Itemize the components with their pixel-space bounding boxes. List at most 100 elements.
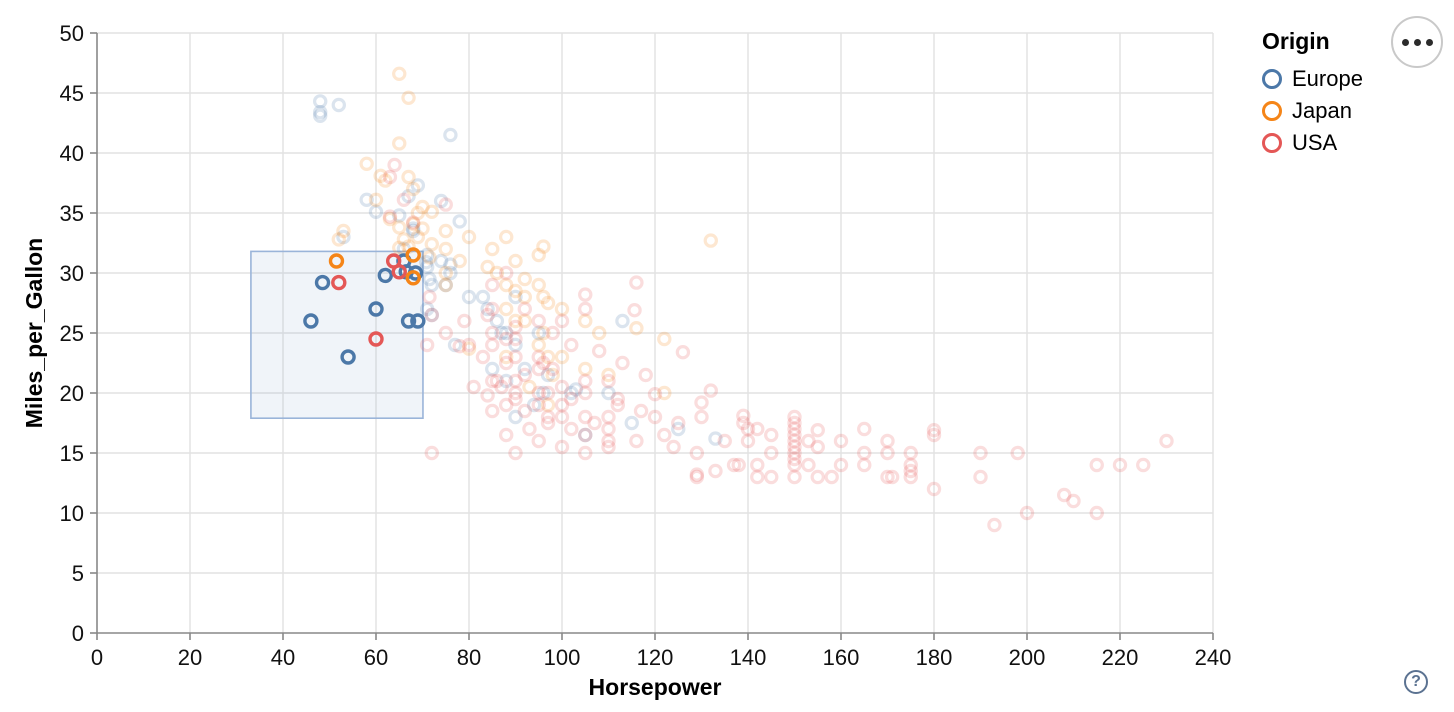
point-japan[interactable]	[336, 223, 351, 239]
point-usa[interactable]	[689, 469, 705, 485]
point-europe[interactable]	[419, 247, 435, 263]
point-europe[interactable]	[624, 415, 639, 431]
point-europe[interactable]	[424, 277, 439, 293]
point-usa[interactable]	[499, 397, 514, 413]
point-europe[interactable]	[499, 325, 514, 341]
point-usa[interactable]	[601, 409, 616, 425]
selected-point-europe[interactable]	[410, 313, 426, 329]
point-japan[interactable]	[508, 283, 523, 299]
selected-point-usa[interactable]	[368, 331, 384, 347]
point-japan[interactable]	[415, 221, 430, 236]
point-japan[interactable]	[554, 349, 570, 365]
point-usa[interactable]	[601, 433, 616, 449]
selected-point-japan[interactable]	[328, 253, 345, 269]
selected-point-usa[interactable]	[331, 274, 347, 291]
point-usa[interactable]	[485, 277, 500, 293]
point-usa[interactable]	[1066, 493, 1081, 509]
point-europe[interactable]	[359, 192, 374, 207]
point-japan[interactable]	[531, 277, 546, 293]
point-usa[interactable]	[508, 385, 523, 401]
point-usa[interactable]	[987, 517, 1002, 533]
point-usa[interactable]	[810, 439, 825, 455]
point-usa[interactable]	[1159, 433, 1174, 449]
point-usa[interactable]	[638, 367, 653, 383]
point-usa[interactable]	[536, 355, 551, 371]
point-usa[interactable]	[508, 331, 523, 347]
point-japan[interactable]	[499, 229, 514, 245]
point-europe[interactable]	[708, 431, 723, 446]
point-japan[interactable]	[545, 367, 560, 383]
point-japan[interactable]	[601, 367, 616, 383]
point-usa[interactable]	[592, 343, 607, 359]
point-usa[interactable]	[499, 355, 514, 371]
point-usa[interactable]	[750, 421, 765, 437]
point-usa[interactable]	[787, 427, 802, 443]
point-usa[interactable]	[857, 457, 872, 473]
point-usa[interactable]	[485, 373, 500, 389]
point-europe[interactable]	[480, 301, 495, 317]
point-usa[interactable]	[485, 337, 500, 353]
point-usa[interactable]	[517, 403, 533, 419]
selected-point-europe[interactable]	[368, 301, 384, 317]
point-japan[interactable]	[499, 301, 514, 317]
point-usa[interactable]	[689, 445, 705, 461]
point-europe[interactable]	[406, 223, 421, 239]
point-usa[interactable]	[419, 337, 435, 353]
point-europe[interactable]	[443, 257, 458, 272]
point-usa[interactable]	[717, 433, 732, 449]
selected-point-europe[interactable]	[303, 313, 319, 329]
point-usa[interactable]	[499, 427, 514, 443]
point-usa[interactable]	[787, 415, 802, 431]
point-usa[interactable]	[787, 409, 802, 425]
point-usa[interactable]	[633, 403, 649, 419]
point-usa[interactable]	[508, 349, 523, 365]
point-usa[interactable]	[457, 313, 472, 329]
point-usa[interactable]	[694, 395, 709, 410]
point-europe[interactable]	[419, 259, 435, 275]
point-europe[interactable]	[368, 204, 384, 219]
point-usa[interactable]	[554, 439, 570, 455]
point-usa[interactable]	[554, 379, 570, 395]
point-usa[interactable]	[461, 337, 477, 353]
point-europe[interactable]	[443, 265, 458, 281]
point-usa[interactable]	[531, 433, 546, 449]
point-europe[interactable]	[485, 361, 500, 377]
point-usa[interactable]	[615, 355, 630, 371]
point-usa[interactable]	[540, 385, 556, 401]
point-usa[interactable]	[424, 445, 439, 461]
point-usa[interactable]	[531, 361, 546, 377]
point-usa[interactable]	[764, 445, 779, 461]
point-usa[interactable]	[857, 421, 872, 437]
point-usa[interactable]	[610, 391, 626, 407]
point-europe[interactable]	[443, 127, 458, 143]
point-japan[interactable]	[508, 313, 523, 329]
point-usa[interactable]	[973, 445, 988, 461]
point-usa[interactable]	[578, 445, 593, 461]
point-usa[interactable]	[787, 469, 802, 485]
point-usa[interactable]	[787, 457, 802, 473]
point-usa[interactable]	[880, 433, 895, 449]
point-japan[interactable]	[438, 277, 453, 293]
point-europe[interactable]	[452, 214, 467, 229]
point-europe[interactable]	[508, 289, 523, 305]
point-usa[interactable]	[578, 409, 593, 425]
point-europe[interactable]	[531, 325, 546, 341]
point-europe[interactable]	[461, 289, 477, 305]
point-japan[interactable]	[406, 181, 421, 197]
point-europe[interactable]	[540, 367, 556, 383]
point-usa[interactable]	[485, 325, 500, 341]
point-europe[interactable]	[526, 397, 542, 413]
point-usa[interactable]	[422, 289, 437, 305]
point-usa[interactable]	[466, 379, 481, 395]
point-europe[interactable]	[499, 373, 514, 389]
point-usa[interactable]	[1056, 487, 1072, 503]
point-japan[interactable]	[378, 173, 393, 188]
point-japan[interactable]	[424, 236, 439, 252]
point-japan[interactable]	[331, 232, 346, 247]
point-europe[interactable]	[424, 307, 439, 323]
point-japan[interactable]	[392, 220, 407, 235]
point-usa[interactable]	[750, 469, 765, 485]
point-europe[interactable]	[313, 108, 328, 124]
point-japan[interactable]	[401, 90, 416, 106]
